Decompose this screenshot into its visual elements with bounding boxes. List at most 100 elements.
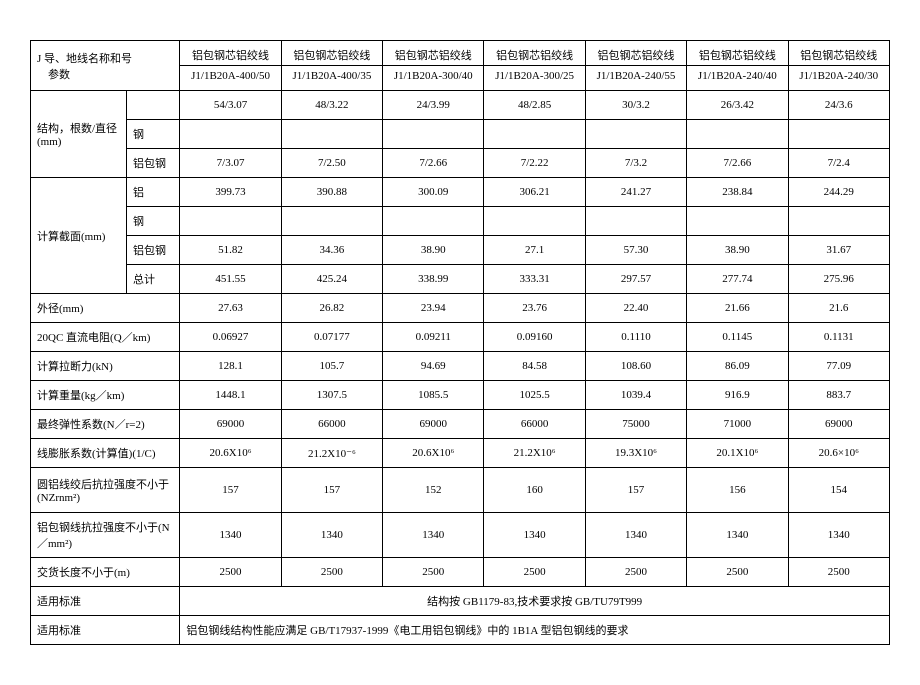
- row-label-3: 计算重量(kg／km): [31, 381, 180, 410]
- col-model-5: 铝包钢芯铝绞线: [687, 41, 788, 66]
- row-section-label: 计算截面(mm): [31, 178, 127, 294]
- row-std2-text: 铝包钢线结构性能应满足 GB/T17937-1999《电工用铝包钢线》中的 1B…: [180, 616, 890, 645]
- cell-0-2: 23.94: [383, 294, 484, 323]
- cell-7-3: 1340: [484, 513, 585, 558]
- cell-0-6: 21.6: [788, 294, 889, 323]
- cell-5-3: 21.2X10⁶: [484, 439, 585, 468]
- cell-4-2: 69000: [383, 410, 484, 439]
- row-label-0: 外径(mm): [31, 294, 180, 323]
- param-header: J 导、地线名称和号 参数: [31, 41, 180, 91]
- cell-0-3: 23.76: [484, 294, 585, 323]
- row-label-5: 线膨胀系数(计算值)(1/C): [31, 439, 180, 468]
- structure-top-0: 54/3.07: [180, 91, 281, 120]
- cell-8-4: 2500: [585, 558, 686, 587]
- col-model-2: 铝包钢芯铝绞线: [383, 41, 484, 66]
- cell-0-5: 21.66: [687, 294, 788, 323]
- cell-7-1: 1340: [281, 513, 382, 558]
- cell-3-2: 1085.5: [383, 381, 484, 410]
- cell-3-4: 1039.4: [585, 381, 686, 410]
- row-label-8: 交货长度不小于(m): [31, 558, 180, 587]
- cell-4-3: 66000: [484, 410, 585, 439]
- col-code-0: J1/1B20A-400/50: [180, 66, 281, 91]
- structure-top-3: 48/2.85: [484, 91, 585, 120]
- cell-6-5: 156: [687, 468, 788, 513]
- col-code-5: J1/1B20A-240/40: [687, 66, 788, 91]
- cell-5-6: 20.6×10⁶: [788, 439, 889, 468]
- cell-8-2: 2500: [383, 558, 484, 587]
- cell-8-3: 2500: [484, 558, 585, 587]
- structure-top-sub: [127, 91, 180, 120]
- col-code-4: J1/1B20A-240/55: [585, 66, 686, 91]
- cell-6-6: 154: [788, 468, 889, 513]
- cell-3-3: 1025.5: [484, 381, 585, 410]
- row-label-1: 20QC 直流电阻(Q／km): [31, 323, 180, 352]
- cell-8-1: 2500: [281, 558, 382, 587]
- cell-4-0: 69000: [180, 410, 281, 439]
- cell-5-1: 21.2X10⁻⁶: [281, 439, 382, 468]
- structure-top-1: 48/3.22: [281, 91, 382, 120]
- section-al-label: 铝: [127, 178, 180, 207]
- cell-6-2: 152: [383, 468, 484, 513]
- row-label-7: 铝包钢线抗拉强度不小于(N／mm²): [31, 513, 180, 558]
- row-label-6: 圆铝线绞后抗拉强度不小于(NZrnm²): [31, 468, 180, 513]
- cell-1-3: 0.09160: [484, 323, 585, 352]
- section-alwrap-label: 铝包钢: [127, 236, 180, 265]
- structure-alwrap-label: 铝包钢: [127, 149, 180, 178]
- col-code-3: J1/1B20A-300/25: [484, 66, 585, 91]
- cell-4-1: 66000: [281, 410, 382, 439]
- cell-3-1: 1307.5: [281, 381, 382, 410]
- cell-2-0: 128.1: [180, 352, 281, 381]
- col-code-2: J1/1B20A-300/40: [383, 66, 484, 91]
- row-label-2: 计算拉断力(kN): [31, 352, 180, 381]
- cell-2-4: 108.60: [585, 352, 686, 381]
- cell-0-1: 26.82: [281, 294, 382, 323]
- col-model-6: 铝包钢芯铝绞线: [788, 41, 889, 66]
- structure-steel-label: 钢: [127, 120, 180, 149]
- cell-7-6: 1340: [788, 513, 889, 558]
- cell-7-5: 1340: [687, 513, 788, 558]
- cell-8-6: 2500: [788, 558, 889, 587]
- cell-0-4: 22.40: [585, 294, 686, 323]
- cell-6-0: 157: [180, 468, 281, 513]
- cell-1-0: 0.06927: [180, 323, 281, 352]
- cell-1-4: 0.1110: [585, 323, 686, 352]
- cell-4-4: 75000: [585, 410, 686, 439]
- row-label-4: 最终弹性系数(N／r=2): [31, 410, 180, 439]
- cell-7-2: 1340: [383, 513, 484, 558]
- cell-3-0: 1448.1: [180, 381, 281, 410]
- structure-top-5: 26/3.42: [687, 91, 788, 120]
- cell-5-4: 19.3X10⁶: [585, 439, 686, 468]
- cell-8-5: 2500: [687, 558, 788, 587]
- cell-3-5: 916.9: [687, 381, 788, 410]
- cell-2-5: 86.09: [687, 352, 788, 381]
- section-steel-label: 钢: [127, 207, 180, 236]
- col-model-0: 铝包钢芯铝绞线: [180, 41, 281, 66]
- structure-top-2: 24/3.99: [383, 91, 484, 120]
- row-std2-label: 适用标准: [31, 616, 180, 645]
- cell-3-6: 883.7: [788, 381, 889, 410]
- cell-2-2: 94.69: [383, 352, 484, 381]
- col-model-1: 铝包钢芯铝绞线: [281, 41, 382, 66]
- cell-6-1: 157: [281, 468, 382, 513]
- cell-1-1: 0.07177: [281, 323, 382, 352]
- cell-2-1: 105.7: [281, 352, 382, 381]
- cell-1-2: 0.09211: [383, 323, 484, 352]
- cell-2-3: 84.58: [484, 352, 585, 381]
- col-code-1: J1/1B20A-400/35: [281, 66, 382, 91]
- cell-8-0: 2500: [180, 558, 281, 587]
- cell-5-0: 20.6X10⁶: [180, 439, 281, 468]
- cell-5-5: 20.1X10⁶: [687, 439, 788, 468]
- cell-5-2: 20.6X10⁶: [383, 439, 484, 468]
- structure-top-6: 24/3.6: [788, 91, 889, 120]
- spec-table: J 导、地线名称和号 参数 铝包钢芯铝绞线 铝包钢芯铝绞线 铝包钢芯铝绞线 铝包…: [30, 40, 890, 645]
- row-structure-label: 结构，根数/直径 (mm): [31, 91, 127, 178]
- cell-1-5: 0.1145: [687, 323, 788, 352]
- col-model-3: 铝包钢芯铝绞线: [484, 41, 585, 66]
- cell-6-3: 160: [484, 468, 585, 513]
- cell-0-0: 27.63: [180, 294, 281, 323]
- col-code-6: J1/1B20A-240/30: [788, 66, 889, 91]
- structure-top-4: 30/3.2: [585, 91, 686, 120]
- row-std1-text: 结构按 GB1179-83,技术要求按 GB/TU79T999: [180, 587, 890, 616]
- row-std1-label: 适用标准: [31, 587, 180, 616]
- cell-4-5: 71000: [687, 410, 788, 439]
